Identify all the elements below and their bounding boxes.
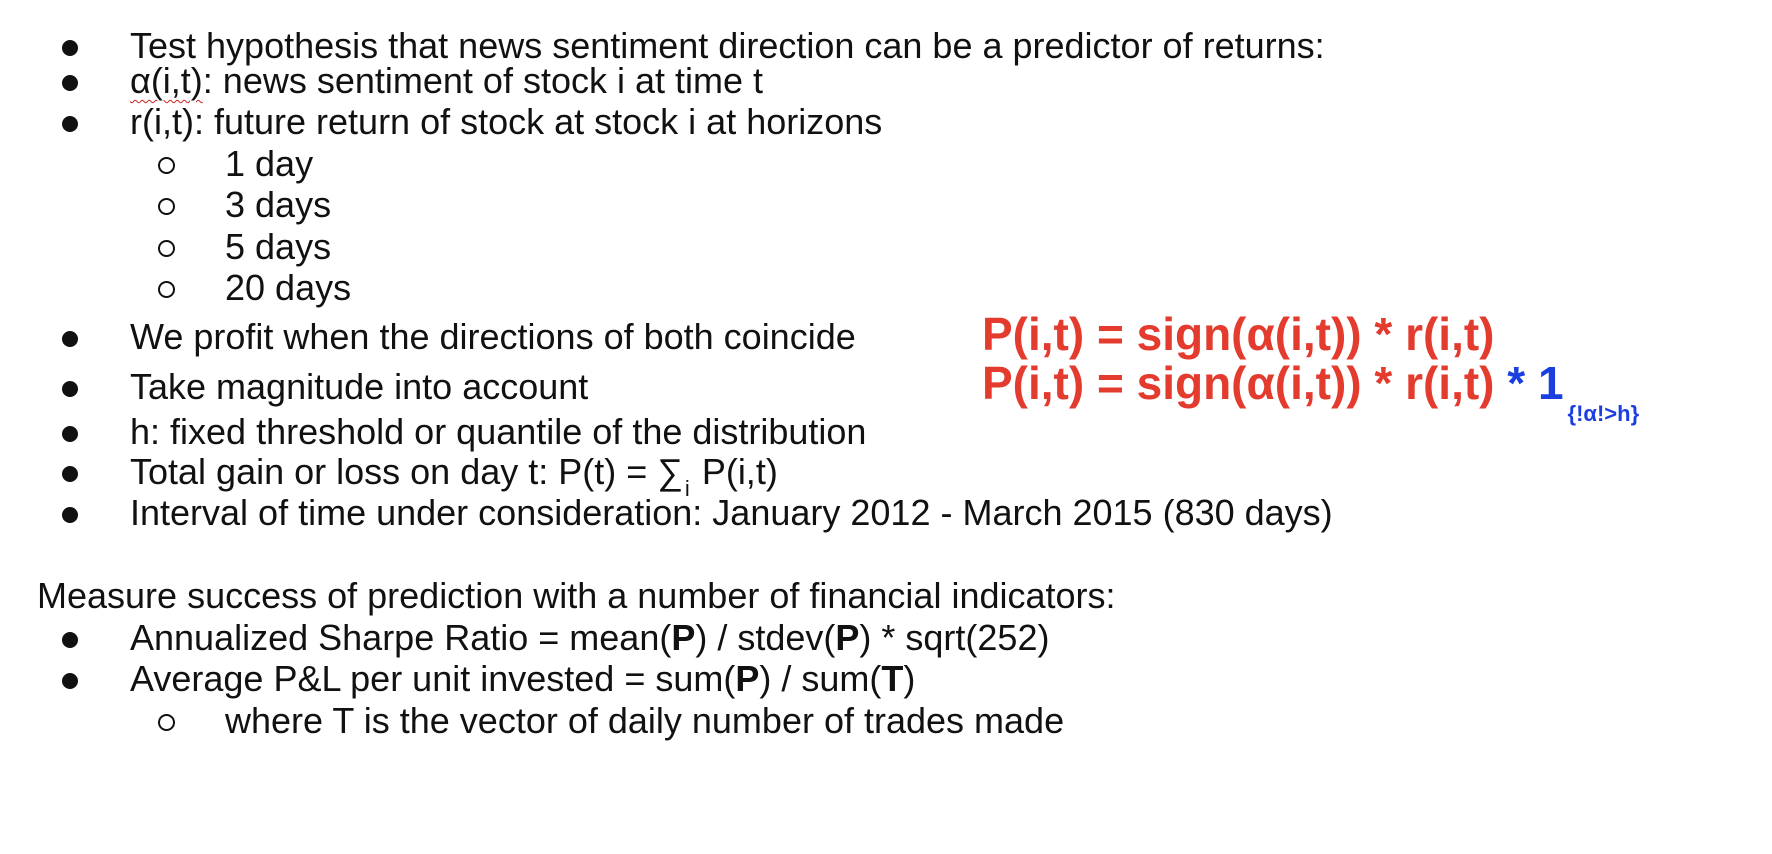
hypothesis-text: Test hypothesis that news sentiment dire… [130, 25, 1325, 66]
sub-bullet-horizon: 3 days [0, 185, 1772, 225]
interval-text: Interval of time under consideration: Ja… [130, 492, 1333, 533]
bullet-icon [62, 40, 78, 56]
indicator-one: * 1 [1507, 357, 1564, 409]
avg-pnl-t-bold: T [881, 658, 904, 699]
horizon-text: 3 days [225, 184, 332, 225]
profit-text: We profit when the directions of both co… [130, 316, 856, 357]
where-text: where T is the vector of daily number of… [225, 700, 1065, 741]
threshold-text: h: fixed threshold or quantile of the di… [130, 411, 867, 452]
avg-pnl-text-a: Average P&L per unit invested = sum( [130, 658, 736, 699]
sharpe-p-bold: P [835, 617, 860, 658]
circle-bullet-icon [158, 714, 175, 731]
horizon-text: 1 day [225, 143, 314, 184]
bullet-icon [62, 426, 78, 442]
circle-bullet-icon [158, 281, 175, 298]
bullet-icon [62, 466, 78, 482]
measure-heading-text: Measure success of prediction with a num… [37, 575, 1116, 616]
avg-pnl-text-b: ) / sum( [759, 658, 882, 699]
bullet-icon [62, 507, 78, 523]
bullet-line-interval: Interval of time under consideration: Ja… [0, 493, 1772, 533]
total-prefix: Total gain or loss on day t: P(t) = ∑ [130, 451, 683, 492]
bullet-icon [62, 632, 78, 648]
sharpe-p-bold: P [671, 617, 696, 658]
bullet-line-return: r(i,t): future return of stock at stock … [0, 102, 1772, 142]
circle-bullet-icon [158, 240, 175, 257]
indicator-subscript: {!α!>h} [1567, 401, 1640, 426]
alpha-symbol: α(i,t) [130, 60, 203, 101]
bullet-icon [62, 381, 78, 397]
formula-magnitude-main: P(i,t) = sign(α(i,t)) * r(i,t) [982, 357, 1508, 409]
total-suffix: P(i,t) [701, 451, 778, 492]
measure-heading: Measure success of prediction with a num… [0, 576, 1772, 616]
formula-profit: P(i,t) = sign(α(i,t)) * r(i,t) [982, 308, 1495, 360]
sub-bullet-horizon: 5 days [0, 227, 1772, 267]
bullet-icon [62, 116, 78, 132]
bullet-line-avg-pnl: Average P&L per unit invested = sum(P) /… [0, 659, 1772, 699]
bullet-line-magnitude: Take magnitude into account [0, 367, 1772, 407]
formula-magnitude: P(i,t) = sign(α(i,t)) * r(i,t) * 1{!α!>h… [982, 357, 1639, 426]
sub-bullet-horizon: 20 days [0, 268, 1772, 308]
bullet-line-threshold: h: fixed threshold or quantile of the di… [0, 412, 1772, 452]
sharpe-text-b: ) / stdev( [695, 617, 836, 658]
sub-bullet-where: where T is the vector of daily number of… [0, 701, 1772, 741]
bullet-line-profit: We profit when the directions of both co… [0, 317, 1772, 357]
circle-bullet-icon [158, 198, 175, 215]
bullet-line-hypothesis: Test hypothesis that news sentiment dire… [0, 26, 1772, 66]
magnitude-text: Take magnitude into account [130, 366, 589, 407]
alpha-definition: : news sentiment of stock i at time t [202, 60, 764, 101]
circle-bullet-icon [158, 157, 175, 174]
sharpe-text-c: ) * sqrt(252) [859, 617, 1050, 658]
avg-pnl-p-bold: P [735, 658, 760, 699]
sum-subscript: i [684, 476, 690, 501]
sub-bullet-horizon: 1 day [0, 144, 1772, 184]
bullet-line-alpha: α(i,t): news sentiment of stock i at tim… [0, 61, 1772, 101]
horizon-text: 20 days [225, 267, 352, 308]
bullet-icon [62, 331, 78, 347]
bullet-line-sharpe: Annualized Sharpe Ratio = mean(P) / stde… [0, 618, 1772, 658]
return-definition: r(i,t): future return of stock at stock … [130, 101, 883, 142]
horizon-text: 5 days [225, 226, 332, 267]
avg-pnl-text-c: ) [903, 658, 916, 699]
bullet-icon [62, 75, 78, 91]
sharpe-text-a: Annualized Sharpe Ratio = mean( [130, 617, 672, 658]
bullet-icon [62, 673, 78, 689]
bullet-line-total: Total gain or loss on day t: P(t) = ∑i P(… [0, 451, 1772, 501]
